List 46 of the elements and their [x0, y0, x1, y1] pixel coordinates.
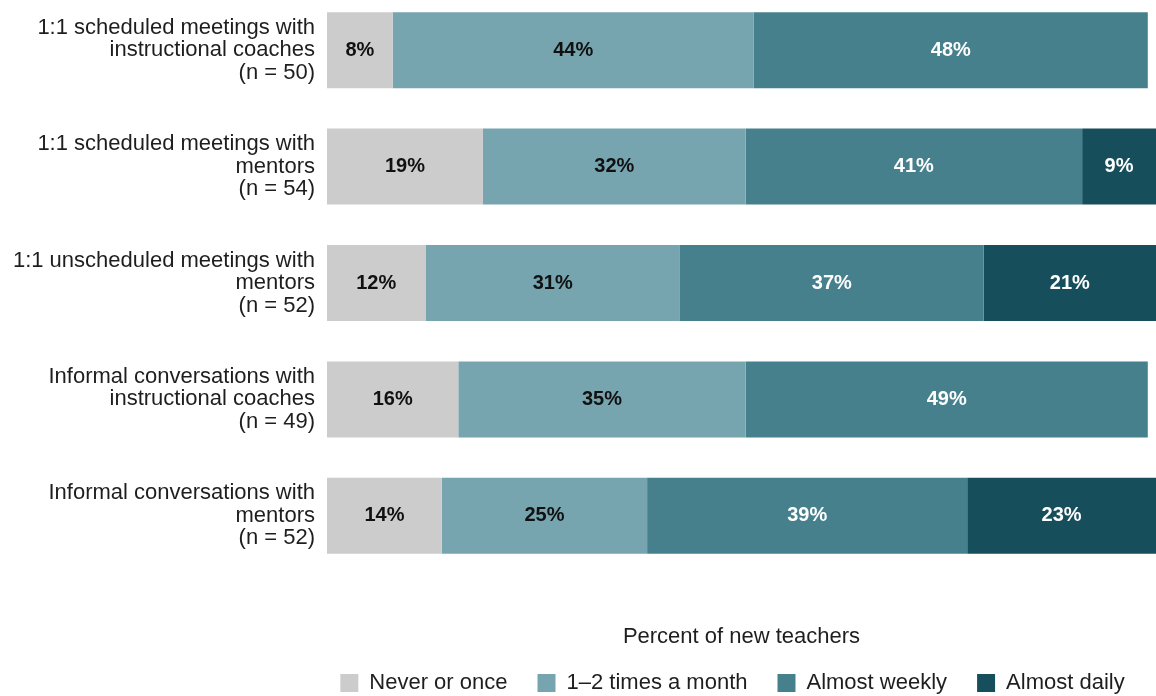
y-tick-label: Informal conversations with instructional coaches (n = 49) [48, 362, 315, 433]
bar [482, 128, 746, 205]
data-label: 8% [345, 37, 375, 60]
data-label: 12% [356, 270, 397, 293]
data-label: 39% [787, 503, 828, 526]
data-label: 31% [532, 270, 573, 293]
bar [753, 12, 1148, 89]
data-label: 16% [372, 386, 413, 409]
bar [327, 361, 459, 438]
x-axis-title: Percent of new teachers [622, 622, 861, 648]
data-label: 14% [364, 503, 405, 526]
data-label: 41% [893, 154, 935, 177]
data-label: 32% [594, 154, 635, 177]
data-label: 37% [811, 270, 853, 293]
bar [458, 361, 746, 438]
bar [327, 245, 426, 322]
bar [983, 245, 1156, 322]
data-label: 21% [1049, 270, 1091, 293]
bar [1082, 128, 1156, 205]
data-label: 44% [553, 37, 594, 60]
bar [392, 12, 754, 89]
data-label: 25% [524, 503, 565, 526]
data-label: 49% [926, 386, 967, 409]
y-tick-label: 1:1 unscheduled meetings with mentors (n = 52) [12, 246, 315, 317]
data-label: 48% [930, 37, 972, 60]
bar [745, 128, 1083, 205]
legend-label: Almost weekly [806, 669, 948, 695]
bar [425, 245, 680, 322]
data-label: 35% [581, 386, 623, 409]
bar [679, 245, 984, 322]
bar [327, 12, 393, 89]
data-label: 23% [1041, 503, 1082, 526]
y-tick-label: Informal conversations with mentors (n = 52) [48, 479, 315, 550]
y-tick-label: 1:1 scheduled meetings with mentors (n = 54) [37, 130, 315, 201]
bar [647, 477, 968, 554]
data-label: 19% [384, 154, 426, 177]
y-tick-label: 1:1 scheduled meetings with instructional coaches (n = 50) [37, 13, 315, 84]
bar [441, 477, 648, 554]
bar [327, 128, 483, 205]
legend-label: 1–2 times a month [566, 669, 748, 695]
bar [327, 477, 442, 554]
legend-label: Almost daily [1006, 669, 1125, 695]
bar [745, 361, 1148, 438]
legend-label: Never or once [369, 669, 508, 695]
bar [967, 477, 1156, 554]
data-label: 9% [1104, 154, 1134, 177]
